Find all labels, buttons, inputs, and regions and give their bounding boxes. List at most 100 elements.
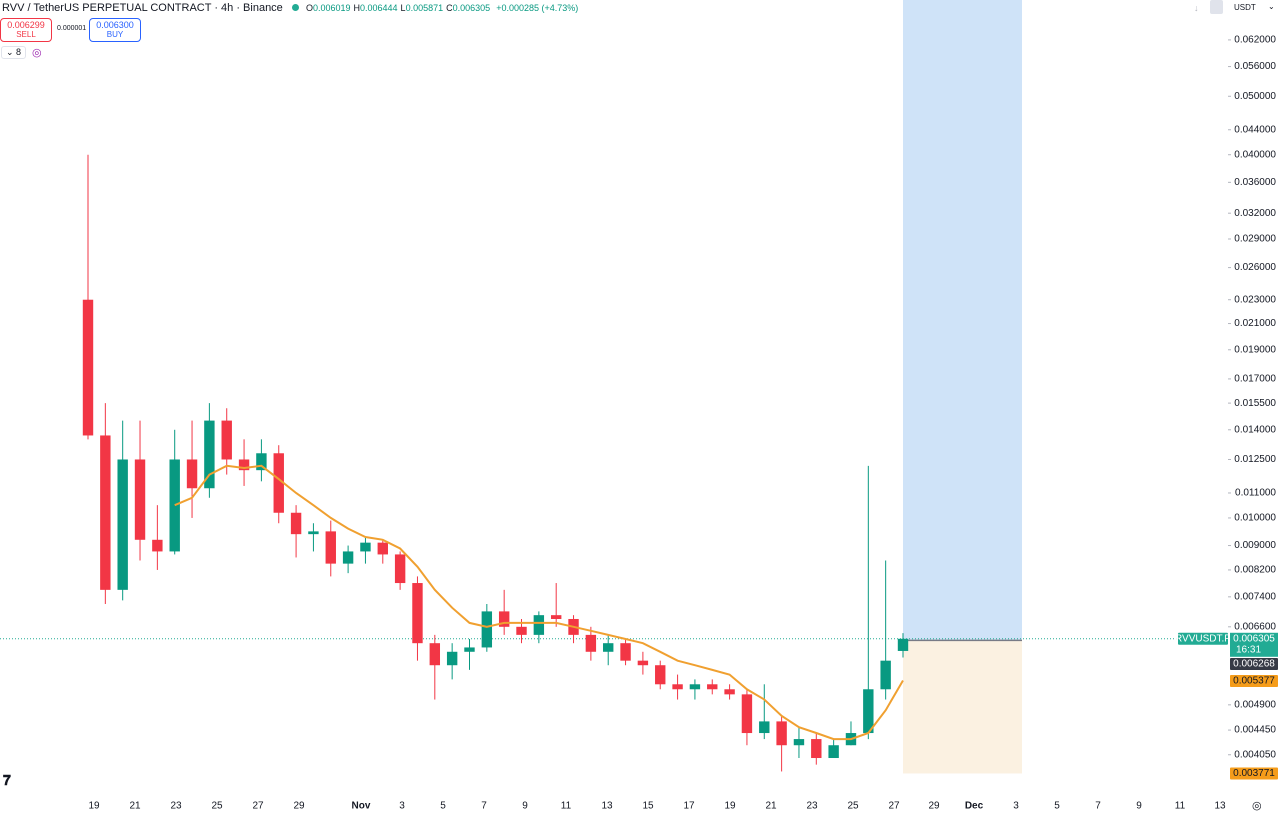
x-tick-label: 5 [1054, 801, 1060, 812]
candle-body [169, 459, 180, 552]
y-tick-label: 0.015500 [1234, 398, 1276, 409]
sell-price: 0.006299 [7, 20, 45, 30]
position-loss [903, 640, 1022, 774]
x-tick-label: 21 [129, 801, 141, 812]
logo: 𝟕 [3, 772, 11, 788]
candle-body [394, 554, 406, 584]
x-tick-label: 29 [928, 801, 940, 812]
symbol-label-bg [1178, 632, 1228, 645]
y-tick-label: 0.004450 [1234, 725, 1276, 736]
sell-label: SELL [16, 30, 36, 39]
y-tick-label: 0.026000 [1234, 262, 1276, 273]
x-tick-label: 3 [1013, 801, 1019, 812]
candle-body [863, 689, 874, 734]
ohlc-key: H [353, 3, 361, 13]
settings-icon[interactable] [1210, 0, 1223, 14]
y-tick-label: 0.004900 [1234, 699, 1276, 710]
arrow-icon[interactable]: ↓ [1194, 3, 1199, 13]
candle-body [412, 583, 423, 644]
ohlc-value: 0.006444 [360, 3, 398, 13]
last-price-bg [1230, 632, 1278, 657]
x-tick-label: 9 [1136, 801, 1142, 812]
candle-body [585, 634, 597, 652]
candle-body [550, 615, 562, 619]
y-tick-label: 0.009000 [1234, 540, 1276, 551]
x-tick-label: 11 [1175, 801, 1186, 812]
candle-body [655, 665, 666, 685]
y-tick-label: 0.008200 [1234, 565, 1276, 576]
x-tick-label: 23 [806, 801, 818, 812]
last-price: 0.006305 [1233, 633, 1275, 644]
symbol-label: RVVUSDT.P [1175, 633, 1231, 644]
candle-body [811, 739, 822, 759]
status-dot [291, 4, 299, 11]
candle-body [897, 638, 909, 651]
currency[interactable]: USDT [1234, 3, 1256, 12]
y-tick-label: 0.029000 [1234, 234, 1276, 245]
y-tick-label: 0.023000 [1234, 294, 1276, 305]
y-tick-label: 0.044000 [1234, 124, 1276, 135]
sell-button[interactable]: 0.006299 SELL [0, 18, 52, 42]
buy-price: 0.006300 [96, 20, 134, 30]
y-tick-label: 0.011000 [1235, 488, 1276, 499]
candle-body [516, 626, 527, 635]
x-tick-label: 27 [888, 801, 900, 812]
y-tick-label: 0.019000 [1234, 344, 1276, 355]
candle-body [446, 651, 458, 666]
change: +0.000285 (+4.73%) [496, 3, 579, 13]
indicator-toggle[interactable]: ⌄ 8 [1, 46, 27, 59]
x-tick-label: 19 [724, 801, 736, 812]
candle-body [100, 435, 111, 590]
x-tick-label: 23 [170, 801, 182, 812]
candle-body [793, 739, 805, 746]
x-tick-label: 13 [601, 801, 613, 812]
y-tick-label: 0.007400 [1234, 591, 1276, 602]
currency-menu[interactable]: ⌄ [1268, 2, 1275, 11]
symbol-title[interactable]: RVV / TetherUS PERPETUAL CONTRACT · 4h ·… [2, 2, 283, 14]
x-tick-label: 17 [683, 801, 695, 812]
ohlc-key: L [400, 3, 406, 13]
candle-body [776, 721, 787, 746]
symbol-header: RVV / TetherUS PERPETUAL CONTRACT · 4h ·… [2, 2, 578, 14]
x-tick-label: 3 [399, 801, 405, 812]
x-tick-label: 11 [561, 801, 572, 812]
candle-body [880, 660, 891, 690]
position-profit [903, 0, 1022, 641]
candle-body [741, 694, 753, 734]
entry-label-bg [1230, 658, 1278, 670]
y-tick-label: 0.032000 [1234, 208, 1276, 219]
candle-body [759, 721, 770, 734]
candle-body [221, 420, 232, 460]
candle-body [828, 745, 839, 759]
indicator-icon[interactable]: ◎ [32, 47, 42, 59]
time-settings[interactable]: ◎ [1252, 800, 1262, 812]
candle-body [134, 459, 146, 540]
x-tick-label: 7 [481, 801, 487, 812]
candle-body [724, 689, 735, 695]
moving-average [174, 464, 904, 741]
buy-label: BUY [106, 30, 124, 39]
stop-label: 0.003771 [1233, 768, 1275, 779]
x-tick-label: 13 [1214, 801, 1226, 812]
candle-body [152, 539, 163, 552]
y-tick-label: 0.014000 [1234, 424, 1276, 435]
candle-body [637, 660, 649, 666]
candle-body [620, 643, 631, 661]
candle-body [603, 643, 614, 652]
buy-button[interactable]: 0.006300 BUY [89, 18, 141, 42]
candle-body [273, 453, 284, 513]
candle-body [689, 684, 701, 690]
x-tick-label: 19 [88, 801, 100, 812]
y-tick-label: 0.040000 [1234, 149, 1276, 160]
x-tick-label: 5 [440, 801, 446, 812]
y-tick-label: 0.006600 [1234, 621, 1276, 632]
x-tick-label: 27 [252, 801, 264, 812]
x-tick-label: 25 [211, 801, 223, 812]
x-tick-label: 21 [765, 801, 777, 812]
y-tick-label: 0.010000 [1234, 513, 1276, 524]
ma-label-bg [1230, 675, 1278, 687]
candle-body [498, 611, 510, 627]
x-tick-label: 7 [1095, 801, 1101, 812]
